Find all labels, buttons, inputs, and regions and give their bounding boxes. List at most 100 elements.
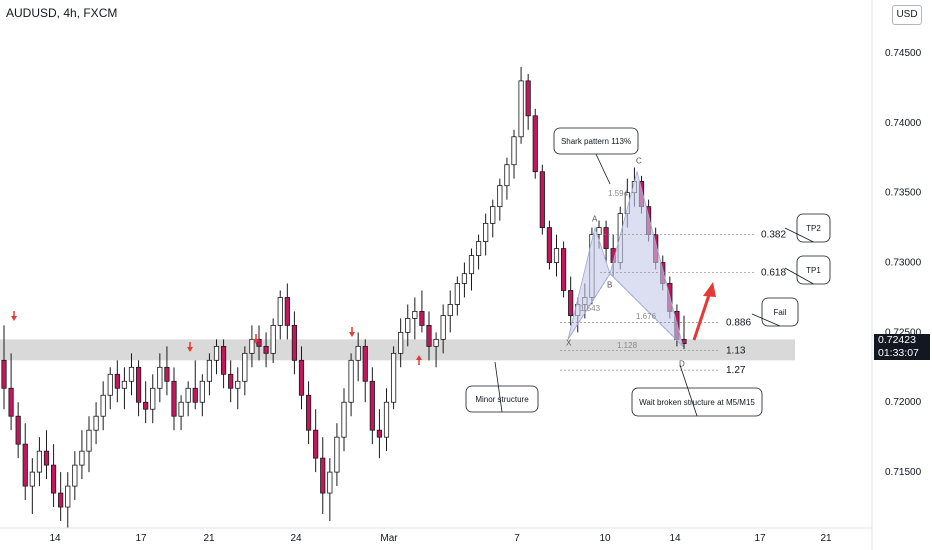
candle-body (362, 345, 368, 382)
target-arrow-shaft (692, 291, 712, 341)
candle-body (171, 380, 177, 417)
candle-body (213, 345, 220, 361)
tp1-callout-text: TP1 (806, 266, 821, 275)
candle-body (150, 387, 156, 410)
candle-body (65, 485, 71, 508)
candle-body (298, 359, 305, 396)
candle-body (603, 227, 609, 249)
candle-body (461, 273, 468, 284)
candle-body (50, 464, 57, 494)
candle-body (497, 185, 503, 208)
candle-body (228, 373, 234, 389)
price-tick-label: 0.71500 (885, 467, 922, 478)
countdown-badge: 01:33:07 (874, 347, 930, 360)
candle-body (355, 345, 361, 361)
candle-body (426, 324, 432, 347)
symbol-title: AUDUSD, 4h, FXCM (6, 6, 118, 20)
candle-body (235, 380, 241, 389)
candle-body (256, 338, 262, 347)
harmonic-xab-triangle (567, 226, 611, 340)
candle-body (376, 429, 383, 438)
shark-callout-pointer (595, 153, 611, 185)
candle-body (313, 429, 319, 459)
price-tick-label: 0.72000 (885, 397, 922, 408)
ratio-label: 1.676 (636, 312, 657, 321)
price-tick-label: 0.72500 (885, 327, 922, 338)
time-tick-label: 7 (514, 533, 520, 544)
candle-body (390, 352, 397, 403)
candle-body (447, 304, 453, 317)
signal-arrow-head (349, 332, 355, 337)
candle-body (525, 80, 531, 117)
tp1-callout-pointer (784, 267, 814, 285)
fail-callout-text: Fail (774, 308, 787, 317)
candle-body (263, 345, 269, 354)
signal-arrow-head (253, 339, 259, 344)
candle-body (36, 450, 43, 473)
candle-body (143, 401, 149, 410)
point-label-c: C (636, 157, 642, 166)
candle-body (43, 450, 50, 466)
point-label-a: A (592, 215, 598, 224)
currency-button[interactable]: USD (892, 5, 922, 25)
candle-body (206, 359, 213, 382)
fib-label: 1.27 (726, 365, 746, 376)
fib-label: 0.382 (761, 230, 786, 241)
candle-body (72, 464, 78, 487)
wait-callout-pointer (679, 364, 698, 417)
fib-label: 0.618 (761, 267, 786, 278)
candle-body (185, 387, 191, 403)
time-tick-label: 17 (135, 533, 147, 544)
ratio-label: 1.594 (608, 189, 629, 198)
minor-callout-text: Minor structure (475, 395, 529, 404)
candle-body (22, 443, 28, 487)
candle-body (532, 115, 538, 173)
candle-body (15, 415, 21, 445)
minor-callout-pointer (494, 361, 503, 413)
candle-body (341, 401, 347, 438)
price-tick-label: 0.73000 (885, 258, 922, 269)
candle-body (412, 311, 418, 319)
candle-body (398, 331, 404, 354)
candle-body (86, 429, 92, 452)
time-tick-label: 21 (820, 533, 832, 544)
candle-body (128, 366, 135, 382)
candle-body (539, 171, 545, 228)
candle-body (135, 366, 142, 403)
time-tick-label: 24 (290, 533, 302, 544)
fail-callout: Fail (751, 297, 799, 327)
tp1-callout: TP1 (784, 255, 831, 285)
candle-body (270, 324, 276, 354)
price-tick-label: 0.74000 (885, 118, 922, 129)
signal-arrow-head (416, 355, 422, 360)
candle-body (79, 450, 85, 466)
candle-body (8, 387, 14, 417)
ratio-label: 1.543 (580, 304, 601, 313)
candle-body (107, 373, 113, 396)
candle-body (454, 283, 460, 305)
time-tick-label: 14 (49, 533, 61, 544)
candle-body (369, 380, 375, 431)
candle-body (553, 248, 560, 263)
fib-label: 0.886 (726, 318, 751, 329)
ratio-label: 1.128 (617, 341, 638, 350)
time-tick-label: Mar (380, 533, 398, 544)
candle-body (560, 248, 567, 291)
candle-body (433, 338, 439, 347)
candle-body (178, 401, 184, 417)
candle-body (93, 415, 99, 431)
candle-body (419, 311, 425, 326)
candle-body (348, 359, 354, 403)
candle-body (305, 394, 312, 431)
candle-body (334, 436, 340, 473)
price-tick-label: 0.73500 (885, 188, 922, 199)
candle-body (568, 290, 574, 317)
support-zone (0, 339, 795, 361)
candle-body (249, 338, 255, 354)
candle-body (164, 366, 170, 382)
candle-body (546, 227, 553, 263)
candle-body (157, 366, 163, 389)
tp2-callout-text: TP2 (806, 224, 821, 233)
candle-body (100, 394, 106, 417)
